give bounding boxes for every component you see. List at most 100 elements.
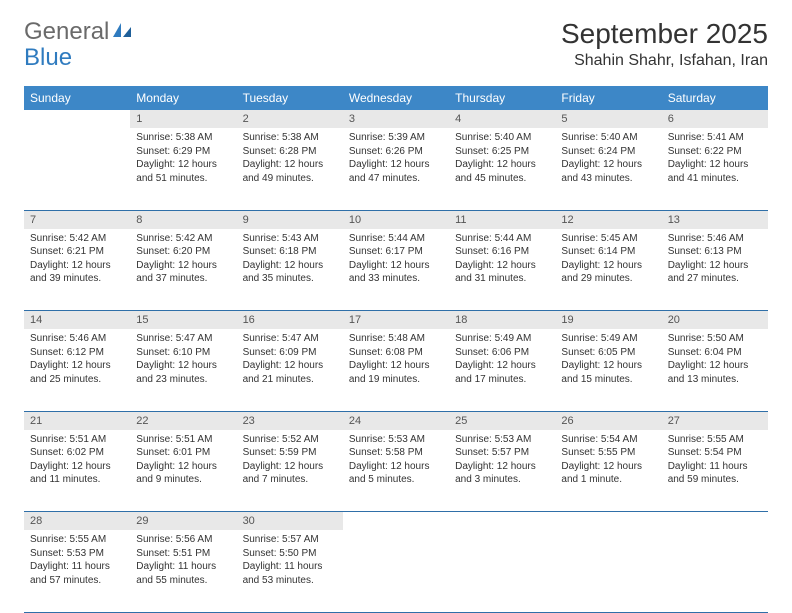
day-content-cell: Sunrise: 5:38 AMSunset: 6:28 PMDaylight:…: [237, 128, 343, 210]
day-number-cell: 9: [237, 210, 343, 229]
day-content-cell: Sunrise: 5:48 AMSunset: 6:08 PMDaylight:…: [343, 329, 449, 411]
daynum-row: 123456: [24, 110, 768, 128]
logo-sub: Blue: [24, 44, 72, 72]
title-block: September 2025 Shahin Shahr, Isfahan, Ir…: [561, 18, 768, 70]
day-number-cell: 8: [130, 210, 236, 229]
day-content-cell: Sunrise: 5:49 AMSunset: 6:06 PMDaylight:…: [449, 329, 555, 411]
daynum-row: 78910111213: [24, 210, 768, 229]
weekday-header: Saturday: [662, 86, 768, 110]
day-number-cell: 5: [555, 110, 661, 128]
day-number-cell: [449, 512, 555, 531]
day-number-cell: 20: [662, 311, 768, 330]
content-row: Sunrise: 5:51 AMSunset: 6:02 PMDaylight:…: [24, 430, 768, 512]
day-number-cell: 15: [130, 311, 236, 330]
day-number-cell: [24, 110, 130, 128]
day-number-cell: [343, 512, 449, 531]
day-number-cell: 13: [662, 210, 768, 229]
calendar-head: SundayMondayTuesdayWednesdayThursdayFrid…: [24, 86, 768, 110]
day-number-cell: 4: [449, 110, 555, 128]
day-content-cell: Sunrise: 5:38 AMSunset: 6:29 PMDaylight:…: [130, 128, 236, 210]
day-content-cell: Sunrise: 5:52 AMSunset: 5:59 PMDaylight:…: [237, 430, 343, 512]
day-number-cell: [555, 512, 661, 531]
day-content-cell: Sunrise: 5:56 AMSunset: 5:51 PMDaylight:…: [130, 530, 236, 612]
day-content-cell: Sunrise: 5:50 AMSunset: 6:04 PMDaylight:…: [662, 329, 768, 411]
day-content-cell: Sunrise: 5:47 AMSunset: 6:10 PMDaylight:…: [130, 329, 236, 411]
day-number-cell: 10: [343, 210, 449, 229]
day-content-cell: Sunrise: 5:40 AMSunset: 6:25 PMDaylight:…: [449, 128, 555, 210]
weekday-header: Tuesday: [237, 86, 343, 110]
day-number-cell: 17: [343, 311, 449, 330]
day-content-cell: Sunrise: 5:54 AMSunset: 5:55 PMDaylight:…: [555, 430, 661, 512]
day-number-cell: 12: [555, 210, 661, 229]
day-number-cell: 7: [24, 210, 130, 229]
weekday-row: SundayMondayTuesdayWednesdayThursdayFrid…: [24, 86, 768, 110]
day-content-cell: Sunrise: 5:57 AMSunset: 5:50 PMDaylight:…: [237, 530, 343, 612]
day-number-cell: 14: [24, 311, 130, 330]
daynum-row: 282930: [24, 512, 768, 531]
day-content-cell: Sunrise: 5:39 AMSunset: 6:26 PMDaylight:…: [343, 128, 449, 210]
day-number-cell: 1: [130, 110, 236, 128]
day-number-cell: 11: [449, 210, 555, 229]
day-number-cell: 25: [449, 411, 555, 430]
day-content-cell: [662, 530, 768, 612]
day-content-cell: Sunrise: 5:42 AMSunset: 6:21 PMDaylight:…: [24, 229, 130, 311]
day-content-cell: Sunrise: 5:41 AMSunset: 6:22 PMDaylight:…: [662, 128, 768, 210]
day-content-cell: Sunrise: 5:49 AMSunset: 6:05 PMDaylight:…: [555, 329, 661, 411]
day-content-cell: Sunrise: 5:51 AMSunset: 6:02 PMDaylight:…: [24, 430, 130, 512]
day-number-cell: 21: [24, 411, 130, 430]
weekday-header: Friday: [555, 86, 661, 110]
day-number-cell: 29: [130, 512, 236, 531]
day-number-cell: 26: [555, 411, 661, 430]
day-number-cell: 16: [237, 311, 343, 330]
day-content-cell: Sunrise: 5:55 AMSunset: 5:54 PMDaylight:…: [662, 430, 768, 512]
day-number-cell: 19: [555, 311, 661, 330]
day-content-cell: [343, 530, 449, 612]
calendar-body: 123456Sunrise: 5:38 AMSunset: 6:29 PMDay…: [24, 110, 768, 612]
day-number-cell: [662, 512, 768, 531]
day-number-cell: 22: [130, 411, 236, 430]
daynum-row: 14151617181920: [24, 311, 768, 330]
month-title: September 2025: [561, 18, 768, 50]
day-number-cell: 23: [237, 411, 343, 430]
day-number-cell: 6: [662, 110, 768, 128]
logo-sail-icon: [111, 18, 133, 46]
day-content-cell: Sunrise: 5:44 AMSunset: 6:16 PMDaylight:…: [449, 229, 555, 311]
day-content-cell: Sunrise: 5:43 AMSunset: 6:18 PMDaylight:…: [237, 229, 343, 311]
daynum-row: 21222324252627: [24, 411, 768, 430]
day-number-cell: 18: [449, 311, 555, 330]
day-content-cell: Sunrise: 5:45 AMSunset: 6:14 PMDaylight:…: [555, 229, 661, 311]
logo-text-general: General: [24, 18, 109, 46]
header: General September 2025 Shahin Shahr, Isf…: [0, 0, 792, 78]
day-content-cell: Sunrise: 5:44 AMSunset: 6:17 PMDaylight:…: [343, 229, 449, 311]
day-content-cell: Sunrise: 5:53 AMSunset: 5:57 PMDaylight:…: [449, 430, 555, 512]
day-content-cell: [24, 128, 130, 210]
content-row: Sunrise: 5:46 AMSunset: 6:12 PMDaylight:…: [24, 329, 768, 411]
day-content-cell: Sunrise: 5:46 AMSunset: 6:13 PMDaylight:…: [662, 229, 768, 311]
location: Shahin Shahr, Isfahan, Iran: [561, 52, 768, 70]
calendar-table: SundayMondayTuesdayWednesdayThursdayFrid…: [24, 86, 768, 613]
day-content-cell: [555, 530, 661, 612]
weekday-header: Sunday: [24, 86, 130, 110]
day-number-cell: 28: [24, 512, 130, 531]
day-content-cell: Sunrise: 5:47 AMSunset: 6:09 PMDaylight:…: [237, 329, 343, 411]
day-content-cell: Sunrise: 5:40 AMSunset: 6:24 PMDaylight:…: [555, 128, 661, 210]
content-row: Sunrise: 5:55 AMSunset: 5:53 PMDaylight:…: [24, 530, 768, 612]
day-number-cell: 3: [343, 110, 449, 128]
day-number-cell: 27: [662, 411, 768, 430]
weekday-header: Thursday: [449, 86, 555, 110]
day-content-cell: Sunrise: 5:53 AMSunset: 5:58 PMDaylight:…: [343, 430, 449, 512]
day-number-cell: 30: [237, 512, 343, 531]
logo-text-blue: Blue: [24, 44, 72, 71]
weekday-header: Wednesday: [343, 86, 449, 110]
day-number-cell: 2: [237, 110, 343, 128]
logo: General: [24, 18, 133, 46]
day-content-cell: [449, 530, 555, 612]
content-row: Sunrise: 5:42 AMSunset: 6:21 PMDaylight:…: [24, 229, 768, 311]
day-content-cell: Sunrise: 5:51 AMSunset: 6:01 PMDaylight:…: [130, 430, 236, 512]
day-content-cell: Sunrise: 5:42 AMSunset: 6:20 PMDaylight:…: [130, 229, 236, 311]
day-content-cell: Sunrise: 5:55 AMSunset: 5:53 PMDaylight:…: [24, 530, 130, 612]
day-content-cell: Sunrise: 5:46 AMSunset: 6:12 PMDaylight:…: [24, 329, 130, 411]
content-row: Sunrise: 5:38 AMSunset: 6:29 PMDaylight:…: [24, 128, 768, 210]
weekday-header: Monday: [130, 86, 236, 110]
day-number-cell: 24: [343, 411, 449, 430]
